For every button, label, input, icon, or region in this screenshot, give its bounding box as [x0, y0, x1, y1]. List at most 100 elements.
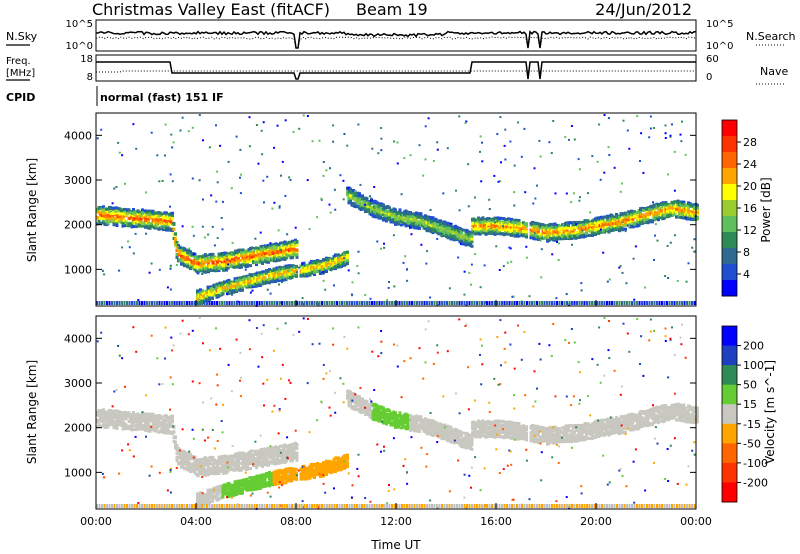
power-cell — [656, 239, 659, 242]
power-cell — [271, 252, 275, 255]
power-cell — [233, 301, 236, 305]
power-cell — [678, 206, 681, 210]
power-cell — [398, 208, 402, 212]
power-cell — [451, 301, 453, 305]
power-cell — [249, 264, 252, 268]
nave-tick-bottom: 0 — [706, 72, 712, 83]
power-cell — [128, 301, 131, 305]
power-cell — [223, 257, 227, 261]
power-cell — [213, 244, 216, 247]
power-cell — [589, 211, 592, 214]
power-cell — [613, 301, 616, 305]
power-cell — [222, 200, 224, 203]
power-cell — [331, 259, 334, 263]
power-cell — [537, 228, 540, 232]
power-cell — [293, 301, 296, 305]
power-cell — [509, 140, 512, 143]
power-cell — [295, 274, 298, 278]
power-cell — [636, 301, 638, 305]
colorbar-segment — [722, 216, 737, 233]
power-cell — [374, 204, 378, 208]
power-cell — [225, 268, 228, 272]
power-cell — [303, 301, 306, 305]
power-cell — [528, 301, 531, 305]
power-cell — [135, 225, 138, 229]
power-cell — [274, 242, 278, 246]
power-cell — [496, 301, 498, 305]
power-cell — [621, 271, 624, 274]
colorbar-tick-label: 20 — [743, 180, 757, 193]
power-cell — [256, 259, 260, 263]
power-cell — [349, 187, 352, 191]
power-cell — [613, 218, 617, 221]
power-cell — [322, 271, 325, 273]
power-cell — [684, 153, 687, 156]
power-cell — [165, 211, 168, 215]
colorbar-tick-label: 28 — [743, 136, 757, 149]
power-cell — [673, 301, 676, 305]
power-cell — [693, 301, 696, 305]
power-cell — [446, 301, 448, 305]
power-cell — [285, 256, 288, 260]
power-cell — [424, 158, 427, 161]
power-cell — [177, 253, 180, 257]
power-cell — [488, 208, 491, 210]
power-cell — [656, 301, 658, 305]
power-cell — [406, 279, 409, 282]
power-cell — [442, 192, 445, 195]
power-cell — [208, 297, 211, 300]
power-cell — [536, 184, 538, 187]
power-cell — [555, 226, 558, 229]
power-cell — [601, 301, 603, 305]
colorbar-tick-label: 24 — [743, 158, 757, 171]
power-cell — [228, 253, 231, 257]
power-cell — [311, 261, 315, 265]
power-cell — [575, 223, 578, 226]
power-cell — [106, 301, 108, 305]
power-cell — [410, 222, 414, 226]
power-cell — [466, 301, 468, 305]
power-cell — [652, 208, 656, 212]
power-cell — [383, 301, 386, 305]
power-cell — [339, 174, 342, 177]
power-cell — [389, 208, 393, 212]
power-cell — [571, 243, 573, 246]
power-cell — [534, 197, 537, 200]
power-cell — [318, 139, 321, 142]
power-cell — [608, 278, 611, 281]
power-cell — [250, 255, 254, 259]
power-cell — [678, 201, 681, 205]
power-cell — [503, 301, 506, 305]
nave-label: Nave — [760, 65, 788, 78]
power-cell — [228, 301, 231, 305]
power-cell — [470, 237, 474, 241]
power-cell — [103, 214, 107, 218]
power-cell — [278, 205, 281, 208]
power-cell — [597, 227, 600, 231]
power-cell — [156, 154, 159, 157]
power-cell — [488, 301, 491, 305]
power-cell — [284, 194, 287, 197]
power-cell — [540, 248, 543, 251]
power-cell — [524, 191, 527, 194]
power-cell — [591, 155, 594, 158]
power-cell — [449, 222, 453, 226]
power-cell — [318, 301, 321, 305]
power-cell — [233, 283, 237, 287]
power-cell — [114, 209, 117, 213]
power-cell — [156, 301, 158, 305]
power-cell — [543, 301, 546, 305]
power-cell — [201, 289, 204, 292]
cpid-label: CPID — [6, 91, 35, 104]
power-cell — [615, 227, 618, 231]
y-tick-label: 4000 — [64, 129, 92, 142]
power-cell — [553, 230, 557, 234]
power-cell — [267, 260, 270, 264]
power-cell — [247, 259, 251, 263]
power-cell — [481, 216, 485, 220]
power-cell — [188, 247, 191, 250]
power-cell — [356, 264, 359, 267]
power-cell — [333, 284, 335, 287]
power-cell — [103, 273, 106, 276]
power-cell — [223, 280, 226, 284]
